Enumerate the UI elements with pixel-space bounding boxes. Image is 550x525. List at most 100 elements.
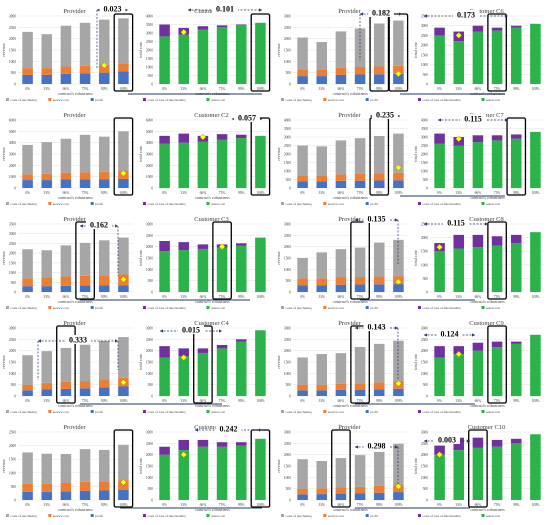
diamond-marker <box>395 70 402 78</box>
gap-label-bg <box>436 329 463 338</box>
legend-swatch <box>206 202 210 205</box>
legend-swatch <box>143 98 146 101</box>
x-tick-label: 33% <box>43 503 50 507</box>
bar-service-cost <box>297 278 308 286</box>
bar-costs-of-purchasing <box>393 340 404 382</box>
gap-label: 0.057 <box>238 114 256 123</box>
y-tick-label: 2500 <box>146 442 153 446</box>
x-tick-label: 73% <box>494 191 501 195</box>
bar-service-cost <box>316 69 328 77</box>
gap-label: 0.162 <box>90 221 108 230</box>
x-tick-label: 100% <box>394 399 402 403</box>
bar-service-cost <box>60 66 72 74</box>
x-tick-label: 100% <box>256 295 264 299</box>
bar-costs-of-purchasing <box>316 354 328 385</box>
panel-title: Provider <box>63 112 86 119</box>
y-tick-label: 1000 <box>146 175 153 179</box>
bar-costs-of-purchasing <box>22 355 33 385</box>
y-axis-title: revenue <box>276 251 281 264</box>
y-tick-label: 4000 <box>421 119 428 123</box>
y-tick-label: 1000 <box>146 372 153 376</box>
gap-label: 0.023 <box>104 5 122 14</box>
y-tick-label: 3000 <box>9 15 16 19</box>
bar-service-cost <box>335 277 347 285</box>
y-tick-label: 1500 <box>9 261 16 265</box>
bar-rental-cost <box>255 237 266 292</box>
gap-arrowhead <box>219 329 222 333</box>
bar-rental-cost <box>453 145 465 188</box>
legend-swatch <box>90 98 94 101</box>
bar-profit <box>79 388 91 396</box>
y-tick-label: 0 <box>289 291 291 295</box>
y-tick-label: 1000 <box>421 372 428 376</box>
bar-profit <box>373 492 385 500</box>
y-axis-title: revenue <box>1 251 6 264</box>
y-tick-label: 1000 <box>284 268 291 272</box>
legend-entry: profit <box>95 410 103 414</box>
bar-profit <box>41 491 53 500</box>
y-tick-label: 0 <box>426 187 428 191</box>
bar-profit <box>335 284 347 292</box>
bar-costs-of-purchasing <box>373 242 385 277</box>
highlight-box <box>113 13 134 92</box>
bar-costs-of-loss-of-functionality <box>235 134 247 139</box>
bar-rental-cost <box>216 247 228 292</box>
bar-costs-of-loss-of-functionality <box>510 134 522 139</box>
x-tick-label: 33% <box>455 295 462 299</box>
y-tick-label: 3000 <box>421 24 428 28</box>
x-tick-label: 90% <box>101 503 108 507</box>
bar-service-cost <box>297 69 308 77</box>
legend-swatch <box>281 202 284 205</box>
bar-service-cost <box>354 486 366 494</box>
bar-service-cost <box>373 382 385 390</box>
x-tick-label: 90% <box>101 87 108 91</box>
y-tick-label: 2000 <box>146 349 153 353</box>
bar-profit <box>79 73 91 84</box>
highlight-box <box>487 221 507 300</box>
legend-entry: costs of loss of functionality <box>148 410 187 414</box>
gap-label-bg <box>234 113 260 122</box>
y-tick-label: 2500 <box>9 338 16 342</box>
x-tick-label: 66% <box>338 399 345 403</box>
y-tick-label: 6000 <box>9 119 16 123</box>
x-axis-title: contract's robustness <box>333 91 368 96</box>
y-tick-label: 3500 <box>146 23 153 27</box>
bar-costs-of-purchasing <box>393 20 404 66</box>
y-tick-label: 0 <box>14 395 16 399</box>
y-tick-label: 500 <box>286 178 292 182</box>
bar-service-cost <box>98 171 110 180</box>
legend-entry: service cost <box>53 98 69 102</box>
bar-costs-of-purchasing <box>335 353 347 384</box>
legend-swatch <box>206 410 210 413</box>
bar-profit <box>297 76 308 84</box>
bar-service-cost <box>393 172 404 181</box>
legend-swatch <box>365 202 369 205</box>
bar-profit <box>118 489 129 500</box>
y-tick-label: 2000 <box>146 453 153 457</box>
x-tick-label: 90% <box>376 295 383 299</box>
x-tick-label: 66% <box>338 87 345 91</box>
gap-arrowhead <box>259 428 262 432</box>
panel-title: Customer C6 <box>469 8 504 15</box>
gap-label-bg <box>215 424 242 433</box>
highlight-box <box>388 13 409 92</box>
x-tick-label: 33% <box>318 191 325 195</box>
bar-rental-cost <box>491 30 503 85</box>
bar-costs-of-purchasing <box>60 454 72 483</box>
bar-profit <box>297 494 308 500</box>
bar-costs-of-purchasing <box>297 37 308 70</box>
bar-profit <box>98 179 110 188</box>
gap-label: 0.298 <box>368 442 386 451</box>
y-tick-label: 3000 <box>146 153 153 157</box>
highlight-box <box>212 221 232 300</box>
highlight-box <box>506 117 527 196</box>
bar-costs-of-purchasing <box>393 443 404 485</box>
x-tick-label: 90% <box>238 399 245 403</box>
bar-rental-cost <box>197 141 209 188</box>
x-axis-title: contract's robustness <box>333 507 368 512</box>
panel-title: Provider <box>63 320 86 327</box>
x-tick-label: 90% <box>513 191 520 195</box>
bar-rental-cost <box>472 447 484 500</box>
bar-service-cost <box>297 488 308 495</box>
gap-label-bg <box>434 435 460 444</box>
